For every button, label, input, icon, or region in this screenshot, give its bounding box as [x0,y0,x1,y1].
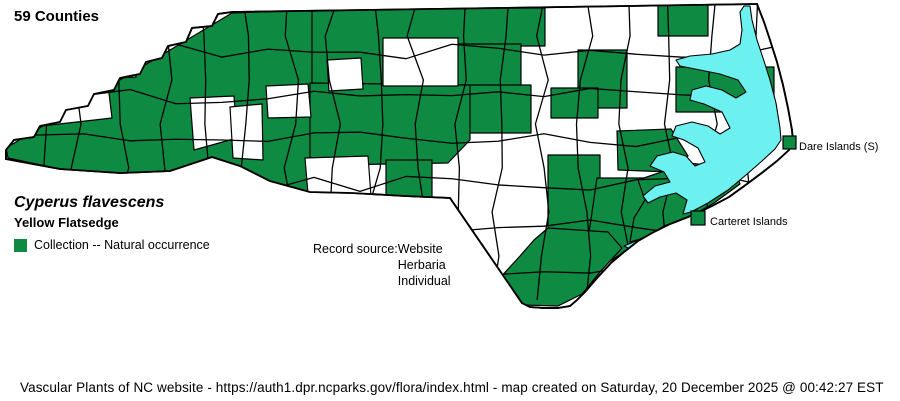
record-source-values: Website Herbaria Individual [398,241,451,289]
non-occurrence-county-region [326,57,364,92]
non-occurrence-county-region [304,155,372,197]
record-source-value: Individual [397,274,451,288]
footer-attribution: Vascular Plants of NC website - https://… [20,380,884,395]
record-source-block: Record source: Website Herbaria Individu… [313,241,451,289]
county-layer [6,4,782,307]
carteret-marker [690,210,706,226]
non-occurrence-county-region [382,37,459,87]
non-occurrence-county-region [265,83,312,119]
dare-marker [782,135,797,150]
record-source-value: Website [397,242,443,256]
legend-label: Collection -- Natural occurrence [34,238,210,252]
record-source-value: Herbaria [397,258,446,272]
occurrence-county-region [385,159,433,207]
occurrence-county-region [550,87,599,119]
occurrence-county-region [497,227,623,307]
non-occurrence-county-region [229,103,264,161]
sound-water [642,5,782,215]
state-outline [5,3,794,309]
dare-islands-label: Dare Islands (S) [799,141,879,153]
record-source-label: Record source: [313,242,398,256]
county-count-title: 59 Counties [14,8,100,25]
legend-color-swatch [14,238,27,252]
carteret-islands-label: Carteret Islands [710,216,788,228]
legend: Collection -- Natural occurrence [14,238,210,252]
occurrence-county-region [657,4,709,37]
species-scientific-name: Cyperus flavescens [14,194,165,211]
species-common-name: Yellow Flatsedge [14,215,119,230]
